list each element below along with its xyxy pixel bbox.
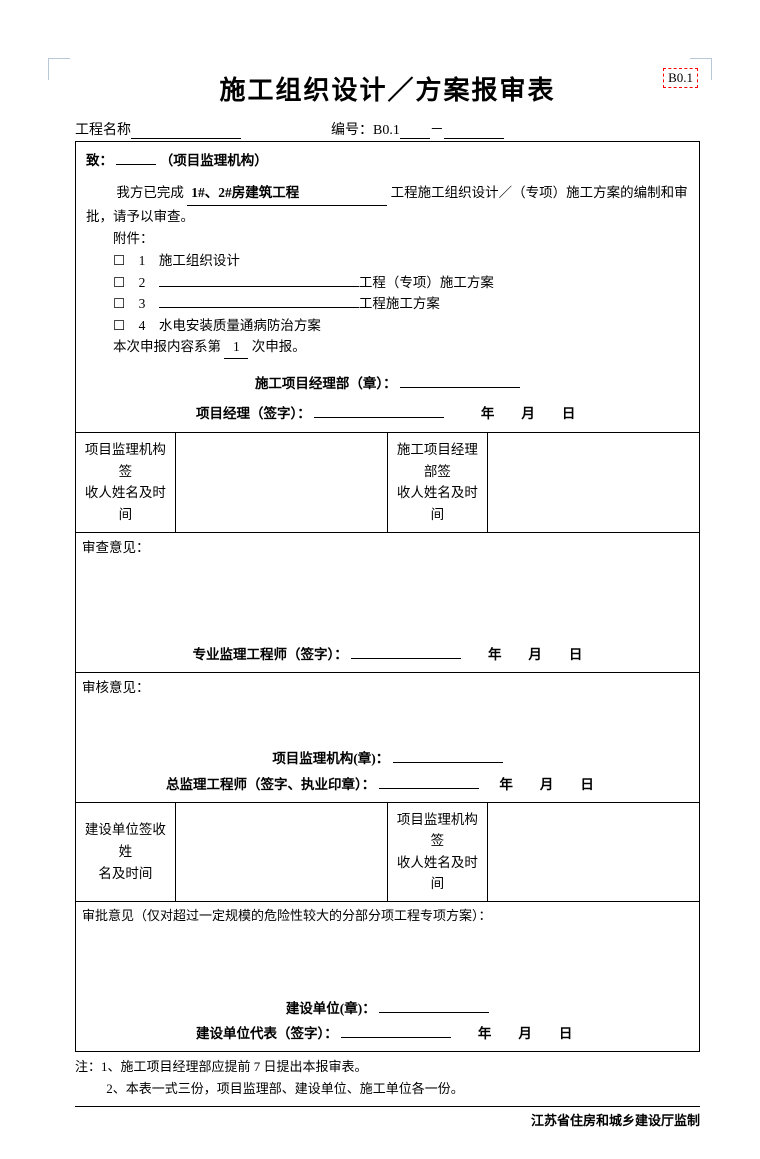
notes: 注：1、施工项目经理部应提前 7 日提出本报审表。 2、本表一式三份，项目监理部… xyxy=(75,1056,700,1100)
submit-prefix: 本次申报内容系第 xyxy=(113,339,221,354)
project-label: 工程名称 xyxy=(75,119,131,139)
attach-item: ☐ 2 工程（专项）施工方案 xyxy=(113,272,689,294)
attach-blank[interactable] xyxy=(159,273,359,287)
stamp-label: 施工项目经理部（章）： xyxy=(255,376,397,391)
footer-issuer: 江苏省住房和城乡建设厅监制 xyxy=(75,1106,700,1129)
header-line: 工程名称 编号：B0.1 － xyxy=(75,119,700,142)
note-2: 2、本表一式三份，项目监理部、建设单位、施工单位各一份。 xyxy=(75,1078,700,1100)
pm-date: 年 月 日 xyxy=(481,406,576,421)
line1-project[interactable]: 1#、2#房建筑工程 xyxy=(187,182,387,206)
submit-suffix: 次申报。 xyxy=(252,339,306,354)
sigrow2-right-value[interactable] xyxy=(487,802,699,901)
audit-chief-label: 总监理工程师（签字、执业印章）： xyxy=(166,777,375,792)
audit-chief-blank[interactable] xyxy=(379,776,479,790)
section-approval: 审批意见（仅对超过一定规模的危险性较大的分部分项工程专项方案）： 建设单位(章)… xyxy=(76,901,700,1051)
audit-org-label: 项目监理机构(章)： xyxy=(272,751,389,766)
audit-org-blank[interactable] xyxy=(393,750,503,764)
review-sig-blank[interactable] xyxy=(351,646,461,660)
approval-rep-label: 建设单位代表（签字）： xyxy=(196,1026,338,1041)
stamp-blank[interactable] xyxy=(400,375,520,389)
approval-unit-blank[interactable] xyxy=(379,999,489,1013)
to-label: 致： xyxy=(86,153,113,168)
section-audit: 审核意见： 项目监理机构(章)： 总监理工程师（签字、执业印章）： 年 月 日 xyxy=(76,672,700,802)
approval-date: 年 月 日 xyxy=(478,1026,573,1041)
to-suffix: （项目监理机构） xyxy=(160,153,268,168)
attach-item: ☐ 3 工程施工方案 xyxy=(113,293,689,315)
sigrow1-left-label: 项目监理机构签收人姓名及时间 xyxy=(76,433,176,532)
form-code-tag: B0.1 xyxy=(663,68,698,88)
code-value[interactable] xyxy=(444,119,504,139)
sigrow2-left-value[interactable] xyxy=(175,802,387,901)
section-applicant: 致： （项目监理机构） 我方已完成 1#、2#房建筑工程 工程施工组织设计／（专… xyxy=(76,142,700,433)
review-sig-label: 专业监理工程师（签字）： xyxy=(193,647,348,662)
pm-blank[interactable] xyxy=(314,404,444,418)
sigrow1-left-value[interactable] xyxy=(175,433,387,532)
sigrow2-right-label: 项目监理机构签收人姓名及时间 xyxy=(387,802,487,901)
attach-blank[interactable] xyxy=(159,295,359,309)
code-label: 编号：B0.1 xyxy=(331,119,400,139)
sigrow1-right-label: 施工项目经理部签收人姓名及时间 xyxy=(387,433,487,532)
code-sep: － xyxy=(430,119,444,139)
crop-mark-tl xyxy=(48,58,70,80)
page-title: 施工组织设计／方案报审表 xyxy=(75,70,700,107)
attach-item: ☐ 1 施工组织设计 xyxy=(113,250,689,272)
approval-label: 审批意见（仅对超过一定规模的危险性较大的分部分项工程专项方案）： xyxy=(82,906,693,927)
pm-label: 项目经理（签字）： xyxy=(196,406,311,421)
form-table: 致： （项目监理机构） 我方已完成 1#、2#房建筑工程 工程施工组织设计／（专… xyxy=(75,142,700,1052)
audit-date: 年 月 日 xyxy=(499,777,594,792)
section-review: 审查意见： 专业监理工程师（签字）： 年 月 日 xyxy=(76,532,700,672)
code-blank1[interactable] xyxy=(400,119,430,139)
to-value[interactable] xyxy=(116,152,156,166)
submit-num[interactable]: 1 xyxy=(224,336,248,359)
review-label: 审查意见： xyxy=(82,537,693,559)
line1-prefix: 我方已完成 xyxy=(116,185,184,200)
project-value[interactable] xyxy=(131,119,241,139)
sigrow2-left-label: 建设单位签收姓名及时间 xyxy=(76,802,176,901)
audit-label: 审核意见： xyxy=(82,677,693,699)
attach-item: ☐ 4 水电安装质量通病防治方案 xyxy=(113,315,689,337)
attach-label: 附件： xyxy=(86,228,689,250)
sigrow1-right-value[interactable] xyxy=(487,433,699,532)
form-page: 施工组织设计／方案报审表 工程名称 编号：B0.1 － 致： （项目监理机构） xyxy=(0,0,760,1159)
review-date: 年 月 日 xyxy=(488,647,583,662)
approval-rep-blank[interactable] xyxy=(341,1025,451,1039)
approval-unit-label: 建设单位(章)： xyxy=(286,1001,376,1016)
